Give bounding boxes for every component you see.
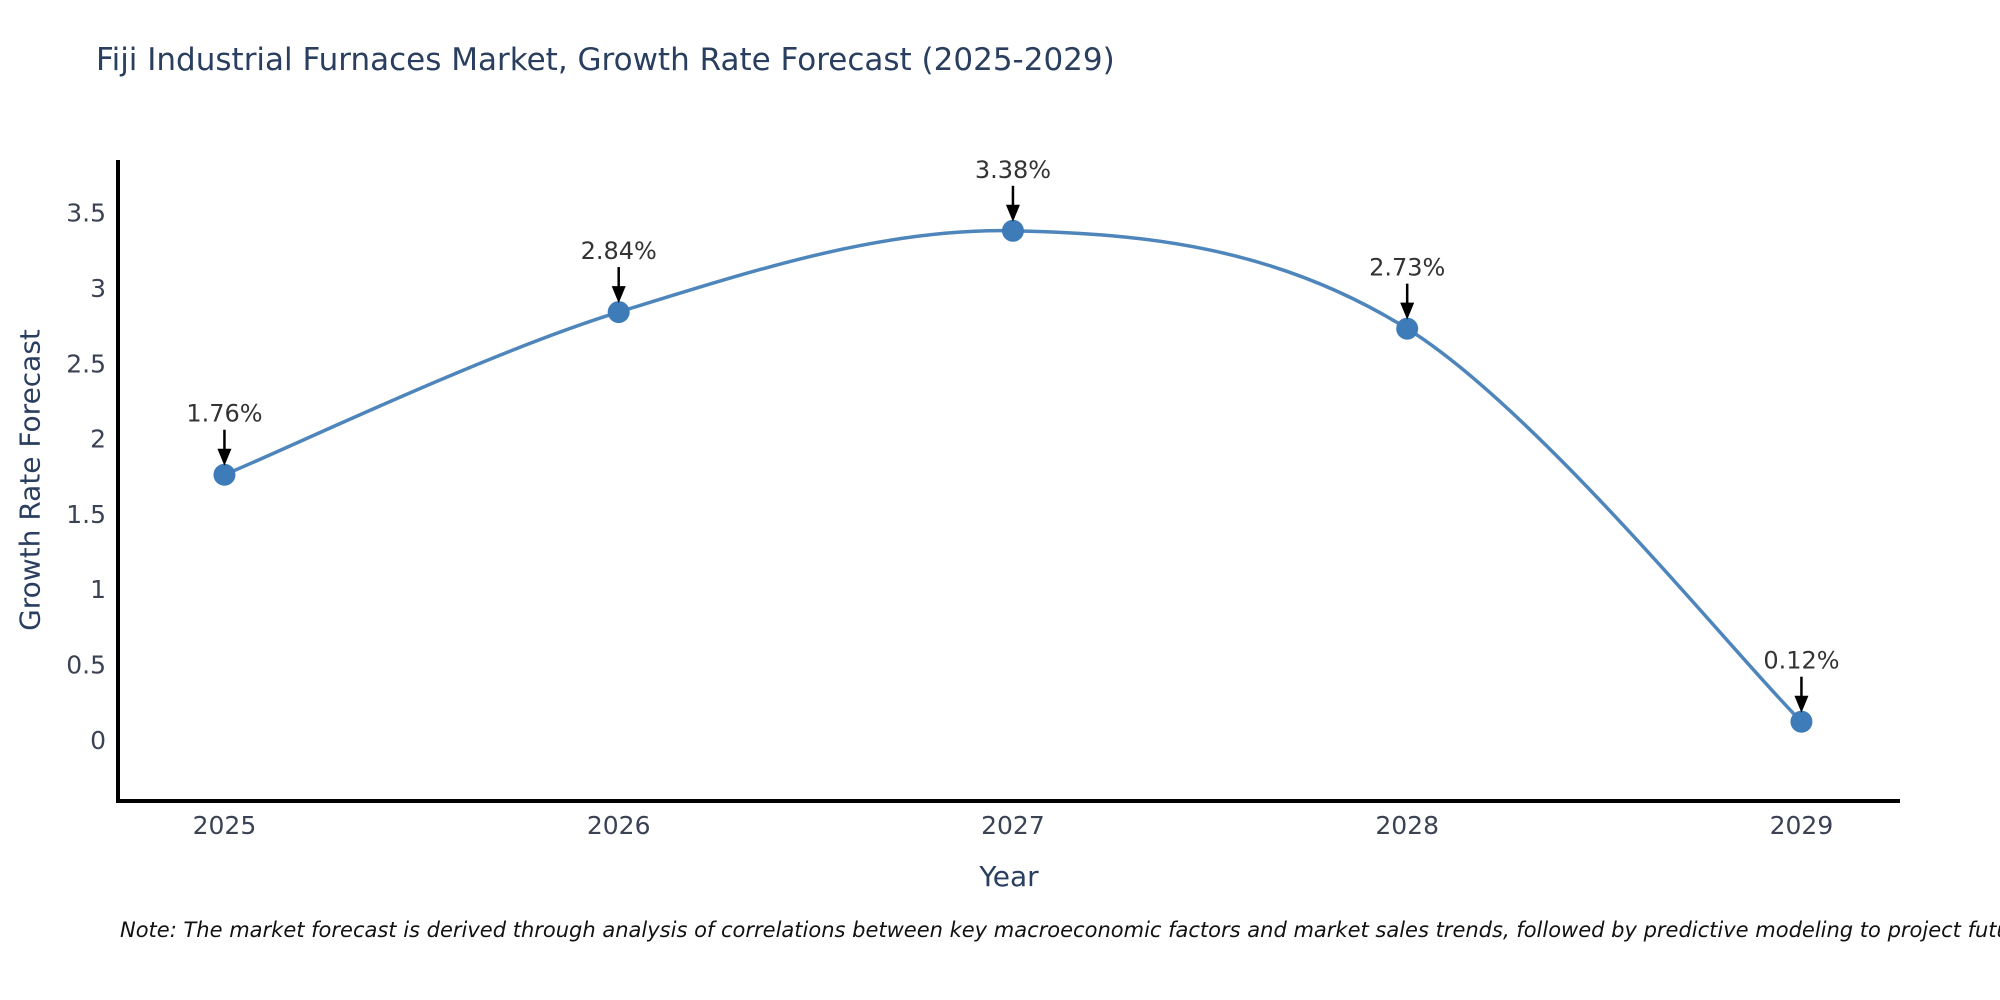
- data-point-2029[interactable]: [1790, 710, 1813, 733]
- y-tick-3: 3: [90, 274, 106, 303]
- data-point-2027[interactable]: [1001, 219, 1024, 242]
- y-tick-2: 2: [90, 425, 106, 454]
- y-tick-1.5: 1.5: [66, 500, 106, 529]
- y-tick-0: 0: [90, 726, 106, 755]
- y-tick-1: 1: [90, 575, 106, 604]
- y-axis-title: Growth Rate Forecast: [13, 329, 47, 631]
- data-point-2026[interactable]: [607, 301, 630, 324]
- x-tick-2028: 2028: [1375, 811, 1439, 840]
- data-point-2028[interactable]: [1396, 317, 1419, 340]
- data-point-2025[interactable]: [213, 463, 236, 486]
- annotation-arrowhead-2027: [1005, 204, 1020, 222]
- data-label-2027: 3.38%: [975, 156, 1051, 184]
- x-tick-2029: 2029: [1770, 811, 1834, 840]
- data-label-2028: 2.73%: [1369, 254, 1445, 282]
- x-tick-2026: 2026: [587, 811, 651, 840]
- chart-title: Fiji Industrial Furnaces Market, Growth …: [96, 42, 1115, 78]
- footnote: Note: The market forecast is derived thr…: [120, 918, 2000, 942]
- annotation-arrowhead-2029: [1794, 695, 1809, 713]
- annotation-arrowhead-2025: [217, 448, 232, 466]
- data-label-2029: 0.12%: [1763, 647, 1839, 675]
- data-label-2026: 2.84%: [581, 237, 657, 265]
- x-axis-title: Year: [979, 860, 1039, 893]
- growth-rate-line: [222, 228, 1804, 724]
- x-tick-2025: 2025: [193, 811, 257, 840]
- data-label-2025: 1.76%: [186, 400, 262, 428]
- annotation-arrowhead-2026: [611, 286, 626, 304]
- y-tick-2.5: 2.5: [66, 349, 106, 378]
- x-tick-2027: 2027: [981, 811, 1045, 840]
- y-tick-3.5: 3.5: [66, 199, 106, 228]
- y-tick-0.5: 0.5: [66, 650, 106, 679]
- annotation-arrowhead-2028: [1400, 302, 1415, 320]
